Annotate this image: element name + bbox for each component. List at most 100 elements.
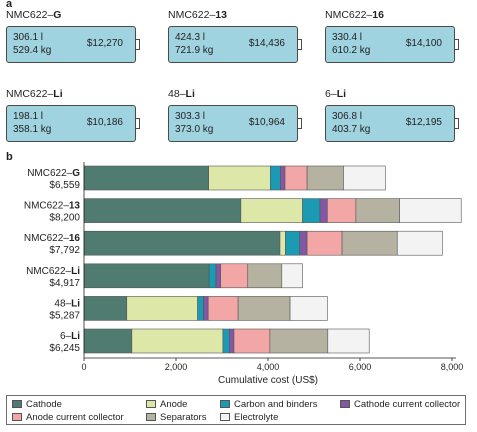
bar-segment xyxy=(281,263,303,289)
category-total: $8,200 xyxy=(49,213,80,224)
legend-label: Carbon and binders xyxy=(234,399,318,410)
category-total: $6,245 xyxy=(49,343,80,354)
bar-segment xyxy=(269,165,281,191)
pack-cost: $12,195 xyxy=(405,117,442,128)
legend-swatch xyxy=(12,400,22,408)
bar-segment xyxy=(229,328,235,354)
bar-segment xyxy=(207,296,239,321)
category-name: 6 xyxy=(60,331,66,342)
category-suffix: Li xyxy=(71,331,80,342)
bar-segment xyxy=(299,230,308,256)
legend-item: Separators xyxy=(146,412,206,423)
category-label: NMC622–13 xyxy=(24,201,81,212)
battery-pack-icon: 303.3 l 373.0 kg $10,964 xyxy=(168,105,302,142)
bar-segment xyxy=(83,263,210,289)
bar-segment xyxy=(289,296,328,321)
bar-segment xyxy=(302,198,321,223)
pack-dash: – xyxy=(209,9,216,21)
legend-swatch xyxy=(146,400,156,408)
bar-segment xyxy=(208,165,271,191)
category-name: NMC622 xyxy=(24,201,64,212)
category-dash: – xyxy=(66,331,72,342)
pack-mass: 721.9 kg xyxy=(175,45,214,56)
bar-segment xyxy=(83,198,242,223)
category-total: $4,917 xyxy=(49,278,80,289)
bar-segment xyxy=(215,263,221,289)
battery-pack-icon: 306.1 l 529.4 kg $12,270 xyxy=(6,26,140,63)
bar-segment xyxy=(284,165,308,191)
x-tick-label: 4,000 xyxy=(257,362,280,372)
bar-segment xyxy=(220,263,249,289)
pack-volume: 306.1 l xyxy=(13,32,44,43)
bar-segment xyxy=(237,296,291,321)
legend-label: Electrolyte xyxy=(234,412,279,423)
category-dash: – xyxy=(63,233,69,244)
pack-volume: 424.3 l xyxy=(175,32,206,43)
legend-item: Cathode xyxy=(12,399,62,410)
category-dash: – xyxy=(66,298,72,309)
category-total: $5,287 xyxy=(49,310,80,321)
bar-segment xyxy=(203,296,209,321)
pack-title: NMC622–16 xyxy=(325,9,384,21)
pack-suffix: 13 xyxy=(215,9,227,21)
category-total: $6,559 xyxy=(49,180,80,191)
battery-pack-icon: 330.4 l 610.2 kg $14,100 xyxy=(325,26,459,63)
pack-title: NMC622–Li xyxy=(6,88,63,100)
battery-pack-icon: 198.1 l 358.1 kg $10,186 xyxy=(6,105,140,142)
category-suffix: 16 xyxy=(69,233,81,244)
legend-item: Anode current collector xyxy=(12,412,124,423)
pack-name: NMC622 xyxy=(6,9,48,21)
battery-pack-icon: 424.3 l 721.9 kg $14,436 xyxy=(168,26,302,63)
category-suffix: Li xyxy=(71,266,80,277)
category-suffix: 13 xyxy=(69,201,81,212)
category-dash: – xyxy=(63,201,69,212)
panel-b-label: b xyxy=(6,151,13,163)
bar-segment xyxy=(306,165,344,191)
category-label: NMC622–16 xyxy=(24,233,81,244)
pack-mass: 373.0 kg xyxy=(175,124,214,135)
bar-segment xyxy=(306,230,343,256)
pack-volume: 303.3 l xyxy=(175,111,206,122)
bar-segment xyxy=(83,165,209,191)
bar-segment xyxy=(222,328,230,354)
pack-suffix: Li xyxy=(53,88,63,100)
bar-segment xyxy=(83,230,281,256)
bar-segment xyxy=(83,296,128,321)
pack-mass: 610.2 kg xyxy=(332,45,371,56)
pack-name: NMC622 xyxy=(168,9,210,21)
pack-suffix: Li xyxy=(185,88,195,100)
chart-legend: Cathode Anode Carbon and binders Cathode cu… xyxy=(6,395,466,425)
bar-segment xyxy=(319,198,328,223)
x-axis-title: Cumulative cost (US$) xyxy=(218,375,318,386)
pack-name: 6 xyxy=(325,88,331,100)
category-suffix: G xyxy=(72,168,80,179)
category-label: 48–Li xyxy=(54,298,80,309)
legend-label: Separators xyxy=(160,412,207,423)
pack-cost: $14,100 xyxy=(405,38,442,49)
pack-title: 48–Li xyxy=(168,88,195,100)
category-label: NMC622–G xyxy=(27,168,80,179)
pack-mass: 529.4 kg xyxy=(13,45,52,56)
bar-segment xyxy=(280,165,286,191)
x-tick-label: 8,000 xyxy=(441,362,464,372)
legend-label: Anode current collector xyxy=(26,412,124,423)
x-tick-label: 2,000 xyxy=(165,362,188,372)
pack-cost: $14,436 xyxy=(248,38,285,49)
battery-terminal xyxy=(298,118,302,129)
legend-swatch xyxy=(12,413,22,421)
x-tick-label: 6,000 xyxy=(349,362,372,372)
legend-label: Cathode current collector xyxy=(354,399,461,410)
bar-segment xyxy=(208,263,217,289)
bar-segment xyxy=(240,198,303,223)
pack-cost: $10,186 xyxy=(86,117,123,128)
bar-segment xyxy=(341,230,398,256)
bar-segment xyxy=(285,230,301,256)
category-label: NMC622–Li xyxy=(26,266,80,277)
bar-segment xyxy=(355,198,400,223)
battery-terminal xyxy=(136,118,140,129)
pack-cost: $10,964 xyxy=(248,117,285,128)
pack-cost: $12,270 xyxy=(86,38,123,49)
category-name: 48 xyxy=(54,298,66,309)
pack-suffix: G xyxy=(53,9,62,21)
category-name: NMC622 xyxy=(26,266,66,277)
